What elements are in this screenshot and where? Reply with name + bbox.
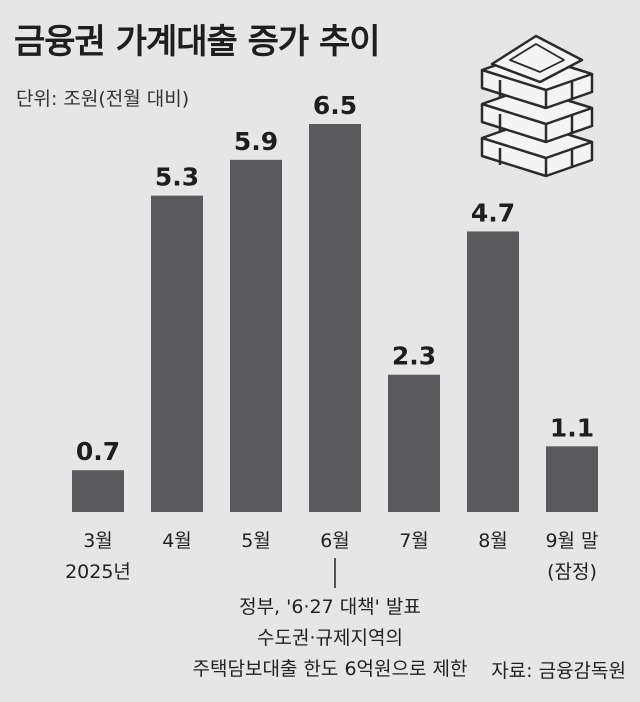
- source-label: 자료: 금융감독원: [491, 660, 626, 682]
- bar: [151, 195, 203, 512]
- bar: [230, 159, 282, 513]
- data-label: 6.5: [313, 91, 357, 120]
- data-label: 4.7: [471, 198, 515, 227]
- bar: [72, 470, 124, 512]
- x-tick-label: 8월: [478, 530, 508, 552]
- annotation-line-1: 정부, '6·27 대책' 발표: [239, 596, 421, 618]
- annotation-note: 정부, '6·27 대책' 발표 수도권·규제지역의 주택담보대출 한도 6억원…: [140, 592, 520, 685]
- data-label: 1.1: [550, 413, 594, 442]
- x-tick-label: 6월: [320, 530, 350, 552]
- x-tick-label: 4월: [162, 530, 192, 552]
- x-tick-label: 3월: [83, 530, 113, 552]
- annotation-line-3: 주택담보대출 한도 6억원으로 제한: [192, 658, 468, 680]
- bar: [388, 374, 440, 512]
- data-label: 0.7: [76, 437, 120, 466]
- x-tick-label: 7월: [399, 530, 429, 552]
- data-label: 2.3: [392, 342, 436, 371]
- bar: [546, 446, 598, 512]
- data-label: 5.9: [234, 127, 278, 156]
- x-tick-sublabel: (잠정): [547, 561, 597, 583]
- x-tick-sublabel: 2025년: [65, 561, 131, 583]
- bar: [467, 231, 519, 512]
- x-tick-label: 5월: [241, 530, 271, 552]
- bar: [309, 124, 361, 512]
- data-label: 5.3: [155, 163, 199, 192]
- unit-label: 단위: 조원(전월 대비): [16, 88, 190, 110]
- money-stack-icon: [480, 34, 594, 178]
- x-tick-label: 9월 말: [545, 530, 598, 552]
- annotation-line-2: 수도권·규제지역의: [257, 627, 403, 649]
- chart-title: 금융권 가계대출 증가 추이: [14, 22, 381, 62]
